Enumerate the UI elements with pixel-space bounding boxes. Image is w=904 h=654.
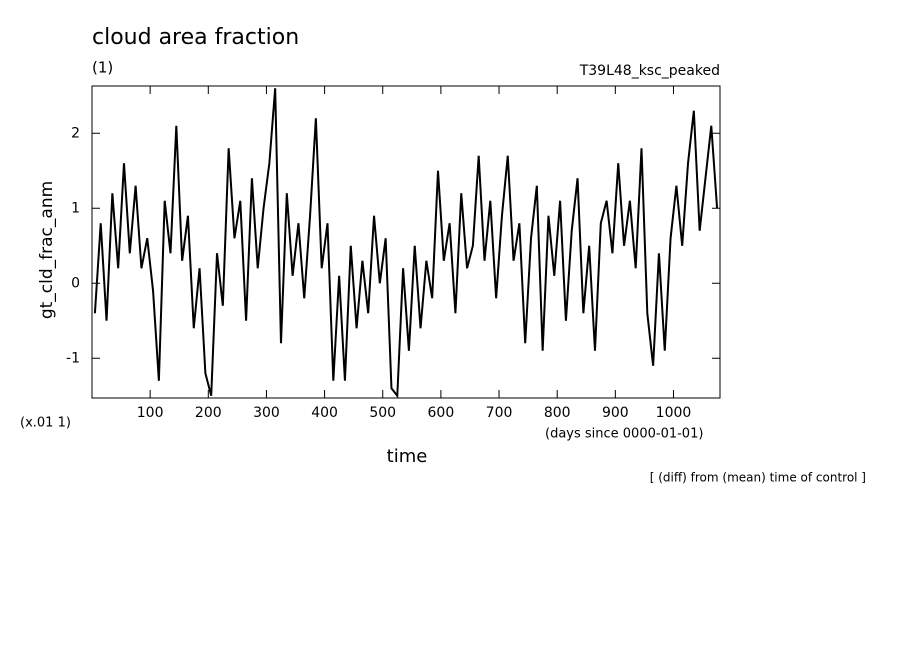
x-tick-label: 100: [137, 405, 164, 421]
y-tick-label: 1: [71, 200, 80, 216]
x-tick-label: 300: [253, 405, 280, 421]
x-tick-label: 1000: [656, 405, 692, 421]
note: [ (diff) from (mean) time of control ]: [650, 471, 866, 485]
x-tick-label: 900: [602, 405, 629, 421]
x-tick-label: 600: [428, 405, 455, 421]
y-axis-label: gt_cld_frac_anm: [37, 181, 57, 319]
x-tick-label: 400: [311, 405, 338, 421]
plot-frame: [91, 85, 721, 399]
y-tick-label: 2: [71, 125, 80, 141]
x-axis-label: time: [387, 446, 428, 467]
x-tick-label: 700: [486, 405, 513, 421]
x-tick-label: 800: [544, 405, 571, 421]
chart-subtitle: (1): [92, 59, 113, 77]
data-line: [93, 88, 719, 399]
x-units-label: (days since 0000-01-01): [545, 427, 703, 442]
run-label: T39L48_ksc_peaked: [579, 63, 720, 79]
y-scale-label: (x.01 1): [20, 416, 71, 431]
y-tick-label: -1: [66, 350, 80, 366]
y-tick-label: 0: [71, 275, 80, 291]
x-tick-label: 200: [195, 405, 222, 421]
x-tick-label: 500: [369, 405, 396, 421]
chart-title: cloud area fraction: [92, 25, 299, 50]
